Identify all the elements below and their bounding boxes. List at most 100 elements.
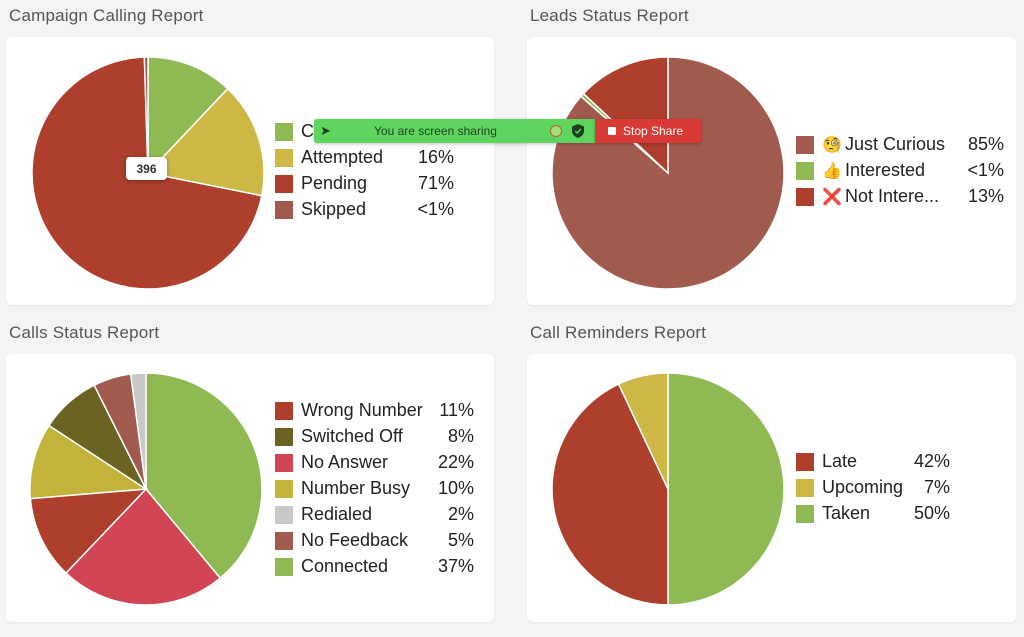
legend-label: Skipped bbox=[301, 199, 367, 219]
legend-label: No Feedback bbox=[301, 530, 409, 550]
legend-swatch bbox=[275, 558, 293, 576]
slice-tooltip: 396 bbox=[126, 157, 167, 180]
legend-item-no-answer[interactable]: No Answer 22% bbox=[275, 450, 474, 476]
pie-slice-attempted[interactable] bbox=[146, 87, 265, 197]
legend-swatch bbox=[275, 175, 293, 193]
legend-item-number-busy[interactable]: Number Busy 10% bbox=[275, 476, 474, 502]
legend-item-wrong-number[interactable]: Wrong Number 11% bbox=[275, 398, 474, 424]
pause-sharing-icon[interactable] bbox=[550, 125, 562, 137]
legend-label: No Answer bbox=[301, 452, 389, 472]
legend-item-skipped[interactable]: Skipped <1% bbox=[275, 197, 454, 223]
pie-slice-wrong-number[interactable] bbox=[29, 488, 148, 575]
shield-icon bbox=[572, 124, 584, 138]
legend-swatch bbox=[796, 505, 814, 523]
legend-swatch bbox=[275, 532, 293, 550]
legend-label: 👍 Interested bbox=[822, 160, 926, 180]
legend-item-upcoming[interactable]: Upcoming 7% bbox=[796, 475, 956, 501]
legend-label: Pending bbox=[301, 173, 368, 193]
legend-swatch bbox=[275, 506, 293, 524]
legend-value: 22% bbox=[437, 452, 474, 472]
pie-slice-connected[interactable] bbox=[145, 372, 263, 580]
legend-swatch bbox=[275, 149, 293, 167]
pie-slice-upcoming[interactable] bbox=[617, 372, 669, 490]
drag-handle-icon[interactable]: ➤ bbox=[320, 123, 331, 138]
legend-value: 50% bbox=[914, 503, 951, 523]
legend-value: 13% bbox=[967, 186, 1004, 206]
legend-swatch bbox=[275, 201, 293, 219]
legend-value: 5% bbox=[447, 530, 474, 550]
calls-status-title: Calls Status Report bbox=[9, 323, 160, 342]
legend-label: Attempted bbox=[301, 147, 384, 167]
legend-swatch bbox=[796, 162, 814, 180]
legend-value: 71% bbox=[417, 173, 454, 193]
legend-value: 37% bbox=[437, 556, 474, 576]
legend-label: Number Busy bbox=[301, 478, 411, 498]
call-reminders-pie bbox=[551, 372, 785, 606]
leads-status-legend: 🧐 Just Curious 85% 👍 Interested <1% ❌ Not Inter… bbox=[796, 132, 1004, 210]
pie-slice-taken[interactable] bbox=[667, 372, 785, 606]
call-reminders-title: Call Reminders Report bbox=[530, 323, 707, 342]
legend-swatch bbox=[796, 136, 814, 154]
legend-swatch bbox=[796, 479, 814, 497]
legend-swatch bbox=[275, 428, 293, 446]
legend-emoji-icon: 👍 bbox=[822, 163, 842, 180]
screen-sharing-banner: ➤ You are screen sharing bbox=[314, 119, 595, 143]
legend-item-not-intere[interactable]: ❌ Not Intere... 13% bbox=[796, 184, 1004, 210]
legend-emoji-icon: ❌ bbox=[822, 189, 842, 206]
legend-item-connected[interactable]: Connected 37% bbox=[275, 554, 474, 580]
call-reminders-legend: Late 42% Upcoming 7% Taken 50% bbox=[796, 449, 956, 527]
calls-status-pie bbox=[29, 372, 263, 606]
stop-icon bbox=[608, 127, 616, 135]
legend-swatch bbox=[275, 402, 293, 420]
pie-slice-skipped[interactable] bbox=[143, 56, 149, 174]
legend-item-just-curious[interactable]: 🧐 Just Curious 85% bbox=[796, 132, 1004, 158]
legend-label: ❌ Not Intere... bbox=[822, 186, 940, 206]
leads-status-pie bbox=[551, 56, 785, 290]
legend-item-attempted[interactable]: Attempted 16% bbox=[275, 145, 454, 171]
legend-item-no-feedback[interactable]: No Feedback 5% bbox=[275, 528, 474, 554]
legend-label: Connected bbox=[301, 556, 389, 576]
pie-slice-no-answer[interactable] bbox=[64, 487, 222, 606]
legend-value: 8% bbox=[447, 426, 474, 446]
legend-swatch bbox=[275, 480, 293, 498]
legend-item-c[interactable]: C bbox=[275, 119, 440, 145]
legend-item-taken[interactable]: Taken 50% bbox=[796, 501, 956, 527]
pie-slice-number-busy[interactable] bbox=[29, 424, 149, 500]
legend-item-interested[interactable]: 👍 Interested <1% bbox=[796, 158, 1004, 184]
stop-share-label: Stop Share bbox=[623, 124, 684, 138]
pie-slice-not-intere[interactable] bbox=[582, 56, 669, 175]
legend-value: 42% bbox=[914, 451, 951, 471]
legend-item-switched-off[interactable]: Switched Off 8% bbox=[275, 424, 474, 450]
legend-label: C bbox=[301, 121, 314, 141]
legend-swatch bbox=[796, 188, 814, 206]
legend-label: Switched Off bbox=[301, 426, 403, 446]
pie-slice-redialed[interactable] bbox=[129, 372, 147, 490]
legend-value: 7% bbox=[923, 477, 950, 497]
legend-value: 10% bbox=[437, 478, 474, 498]
legend-value: <1% bbox=[967, 160, 1004, 180]
screen-sharing-message: You are screen sharing bbox=[374, 124, 497, 138]
campaign-calling-card: C Attempted 16% Pending 71% Skipped <1% 396 bbox=[6, 37, 494, 305]
campaign-calling-title: Campaign Calling Report bbox=[9, 6, 204, 25]
legend-value: 2% bbox=[447, 504, 474, 524]
legend-value: 85% bbox=[967, 134, 1004, 154]
legend-item-late[interactable]: Late 42% bbox=[796, 449, 956, 475]
leads-status-title: Leads Status Report bbox=[530, 6, 689, 25]
pie-slice-late[interactable] bbox=[551, 383, 669, 606]
legend-label: Taken bbox=[822, 503, 871, 523]
legend-label: Late bbox=[822, 451, 858, 471]
stop-share-button[interactable]: Stop Share bbox=[595, 119, 701, 143]
legend-label: Upcoming bbox=[822, 477, 904, 497]
legend-label: 🧐 Just Curious bbox=[822, 134, 946, 154]
leads-status-card: 🧐 Just Curious 85% 👍 Interested <1% ❌ Not Inter… bbox=[527, 37, 1016, 305]
legend-emoji-icon: 🧐 bbox=[822, 137, 842, 154]
legend-swatch bbox=[275, 454, 293, 472]
legend-swatch bbox=[275, 123, 293, 141]
legend-item-redialed[interactable]: Redialed 2% bbox=[275, 502, 474, 528]
legend-swatch bbox=[796, 453, 814, 471]
legend-label: Wrong Number bbox=[301, 400, 423, 420]
legend-item-pending[interactable]: Pending 71% bbox=[275, 171, 454, 197]
legend-label: Redialed bbox=[301, 504, 373, 524]
legend-value: 11% bbox=[439, 400, 474, 420]
pie-slice-c[interactable] bbox=[147, 56, 229, 175]
